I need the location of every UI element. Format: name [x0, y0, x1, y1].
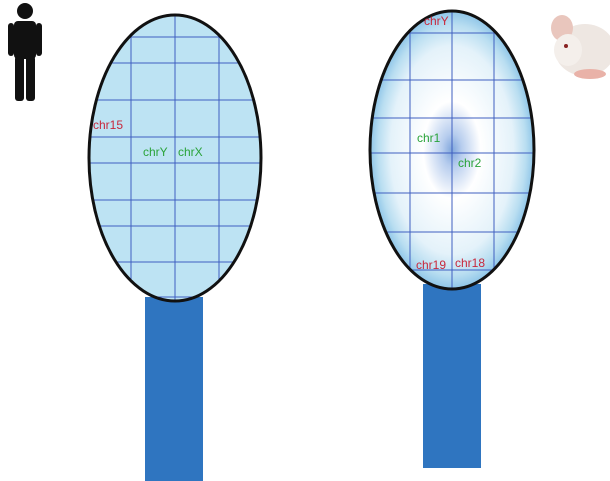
mouse-icon: [551, 15, 610, 79]
label: chrX: [178, 145, 203, 159]
label: chr2: [458, 156, 482, 170]
label: chr18: [455, 256, 485, 270]
label: chrY: [424, 14, 449, 28]
stalk: [145, 297, 203, 481]
label: chr1: [417, 131, 441, 145]
diagram: chr15 chrY chrX chrY chr1 chr2 chr19 chr…: [0, 0, 610, 481]
human-icon: [8, 3, 42, 101]
label: chr15: [93, 118, 123, 132]
label: chr19: [416, 258, 446, 272]
label: chrY: [143, 145, 168, 159]
stalk: [423, 284, 481, 468]
